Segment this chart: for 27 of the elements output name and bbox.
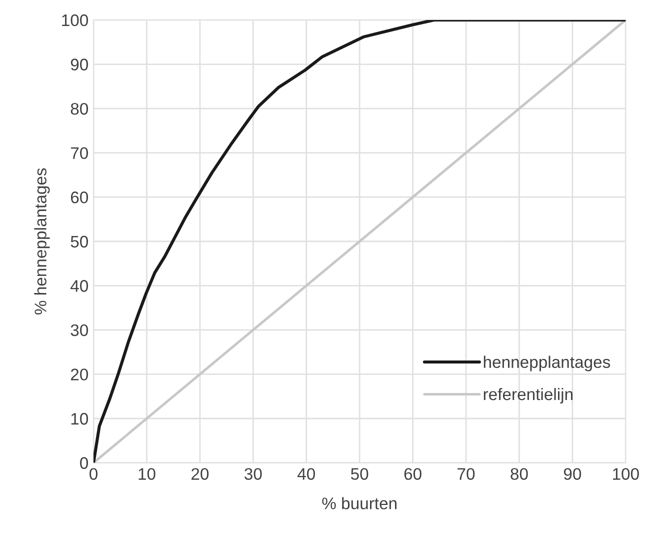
x-tick-label: 10 <box>138 468 156 480</box>
x-tick-label: 60 <box>404 468 422 480</box>
x-tick-label: 30 <box>244 468 262 480</box>
x-tick-label: 0 <box>90 468 98 480</box>
x-tick-label: 80 <box>510 468 528 480</box>
x-tick-label: 40 <box>297 468 315 480</box>
x-tick-label: 70 <box>458 468 475 480</box>
y-tick-label: 60 <box>70 192 88 204</box>
x-tick-label: 20 <box>192 468 209 480</box>
x-axis-title: % buurten <box>322 497 396 510</box>
y-tick-label: 10 <box>71 412 88 425</box>
y-tick-label: 0 <box>80 457 88 469</box>
x-tick-label: 100 <box>613 468 639 480</box>
y-tick-label: 50 <box>70 236 88 248</box>
x-tick-label: 50 <box>350 468 368 480</box>
y-tick-label: 80 <box>70 102 88 115</box>
y-tick-label: 70 <box>70 147 88 160</box>
y-tick-label: 90 <box>70 58 88 70</box>
y-tick-label: 20 <box>70 368 88 380</box>
x-tick-label: 90 <box>564 468 582 480</box>
y-tick-label: 100 <box>62 14 88 26</box>
legend-label: referentielijn <box>484 388 572 404</box>
y-tick-label: 30 <box>70 324 88 336</box>
legend-label: hennepplantages <box>484 356 610 372</box>
line-series <box>94 20 626 463</box>
y-axis-title: % hennepplantages <box>34 168 50 314</box>
y-tick-label: 40 <box>70 280 88 292</box>
